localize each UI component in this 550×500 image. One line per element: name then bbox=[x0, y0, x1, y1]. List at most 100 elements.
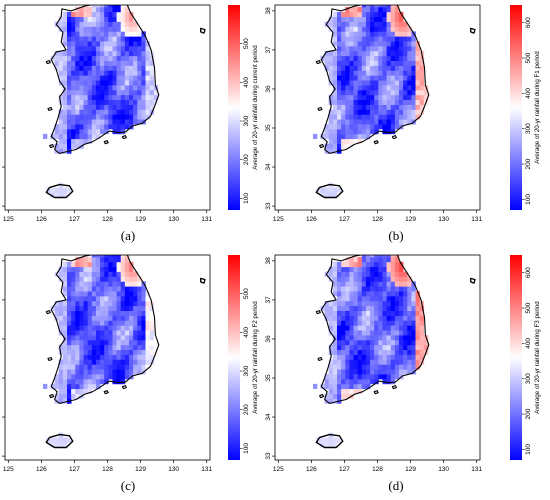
y-tick-label: 33 bbox=[265, 202, 272, 210]
colorbar-title: Average of 20-yr rainfall during F1 peri… bbox=[534, 51, 541, 164]
island-outline bbox=[315, 310, 321, 315]
colorbar-tick-label: 400 bbox=[525, 338, 532, 349]
island-cell bbox=[313, 383, 318, 389]
x-tick-label: 131 bbox=[201, 216, 212, 223]
y-tick-label: 37 bbox=[0, 296, 2, 304]
y-tick-label: 34 bbox=[265, 163, 272, 171]
colorbar-tick-label: 400 bbox=[243, 327, 250, 338]
mainland-outline bbox=[320, 255, 430, 404]
map-panel-c: 125 126 127 128 129 130 131 33 34 35 36 37 38 100 200 3… bbox=[0, 254, 259, 473]
y-tick-label: 38 bbox=[265, 7, 272, 15]
x-tick-label: 128 bbox=[102, 466, 113, 473]
y-tick-label: 36 bbox=[0, 335, 2, 343]
island-cell bbox=[313, 133, 318, 139]
x-tick-label: 130 bbox=[168, 466, 179, 473]
jeju-outline bbox=[45, 433, 74, 449]
y-tick-label: 38 bbox=[0, 7, 2, 15]
island-outline bbox=[121, 385, 127, 390]
x-tick-label: 127 bbox=[339, 216, 350, 223]
colorbar-tick-label: 600 bbox=[525, 17, 532, 28]
colorbar-title: Average of 20-yr rainfall during current… bbox=[252, 45, 259, 170]
island-cell bbox=[43, 133, 48, 139]
x-tick-label: 126 bbox=[306, 216, 317, 223]
y-tick-label: 37 bbox=[0, 46, 2, 54]
mainland-outline bbox=[50, 5, 160, 154]
panel-label-d: (d) bbox=[388, 478, 404, 493]
y-tick-label: 34 bbox=[0, 163, 2, 171]
x-tick-label: 126 bbox=[36, 216, 47, 223]
x-tick-label: 125 bbox=[273, 216, 284, 223]
y-tick-label: 33 bbox=[0, 452, 2, 460]
y-tick-label: 38 bbox=[265, 257, 272, 265]
y-tick-label: 34 bbox=[265, 413, 272, 421]
colorbar-tick-label: 100 bbox=[525, 444, 532, 455]
y-tick-label: 38 bbox=[0, 257, 2, 265]
map-panel-d: 125 126 127 128 129 130 131 33 34 35 36 37 38 100 200 3… bbox=[265, 254, 541, 473]
x-tick-label: 129 bbox=[405, 216, 416, 223]
y-tick-label: 35 bbox=[265, 124, 272, 132]
map-panel-b: 125 126 127 128 129 130 131 33 34 35 36 37 38 100 200 3… bbox=[265, 4, 541, 223]
x-tick-label: 127 bbox=[69, 216, 80, 223]
colorbar-tick-label: 400 bbox=[525, 88, 532, 99]
x-tick-label: 131 bbox=[201, 466, 212, 473]
dokdo-outline bbox=[200, 27, 206, 34]
colorbar-title: Average of 20-yr rainfall during F3 peri… bbox=[534, 301, 541, 414]
colorbar-tick-label: 200 bbox=[525, 408, 532, 419]
island-outline bbox=[49, 144, 55, 149]
colorbar-tick-label: 500 bbox=[525, 52, 532, 63]
panel-label-b: (b) bbox=[388, 228, 404, 243]
panel-label-c: (c) bbox=[120, 478, 136, 493]
island-outline bbox=[317, 356, 323, 362]
x-tick-label: 130 bbox=[438, 216, 449, 223]
island-outline bbox=[317, 106, 323, 112]
island-outline bbox=[373, 390, 379, 395]
y-tick-label: 33 bbox=[0, 202, 2, 210]
jeju-outline bbox=[315, 433, 344, 449]
colorbar-tick-label: 100 bbox=[525, 194, 532, 205]
colorbar-tick-label: 300 bbox=[525, 123, 532, 134]
y-tick-label: 33 bbox=[265, 452, 272, 460]
x-tick-label: 129 bbox=[135, 466, 146, 473]
jeju-outline bbox=[315, 183, 344, 199]
colorbar-tick-label: 400 bbox=[243, 77, 250, 88]
x-tick-label: 128 bbox=[372, 216, 383, 223]
x-tick-label: 127 bbox=[339, 466, 350, 473]
colorbar-tick-label: 300 bbox=[243, 365, 250, 376]
x-tick-label: 125 bbox=[273, 466, 284, 473]
coastline bbox=[315, 255, 476, 449]
x-tick-label: 129 bbox=[135, 216, 146, 223]
island-outline bbox=[103, 140, 109, 145]
island-outline bbox=[391, 385, 397, 390]
colorbar-tick-label: 500 bbox=[243, 288, 250, 299]
y-tick-label: 34 bbox=[0, 413, 2, 421]
colorbar-tick-label: 300 bbox=[525, 373, 532, 384]
x-tick-label: 125 bbox=[3, 466, 14, 473]
colorbar bbox=[228, 5, 240, 210]
rainfall-grid bbox=[316, 255, 429, 448]
colorbar-tick-label: 300 bbox=[243, 115, 250, 126]
x-tick-label: 130 bbox=[168, 216, 179, 223]
y-tick-label: 36 bbox=[265, 335, 272, 343]
x-tick-label: 131 bbox=[471, 466, 482, 473]
y-tick-label: 35 bbox=[0, 374, 2, 382]
colorbar-tick-label: 200 bbox=[243, 404, 250, 415]
island-outline bbox=[49, 394, 55, 399]
colorbar-tick-label: 500 bbox=[243, 38, 250, 49]
y-tick-label: 36 bbox=[0, 85, 2, 93]
coastline bbox=[45, 255, 206, 449]
colorbar-title: Average of 20-yr rainfall during F2 peri… bbox=[252, 301, 259, 414]
island-outline bbox=[47, 356, 53, 362]
y-tick-label: 35 bbox=[265, 374, 272, 382]
island-outline bbox=[45, 310, 51, 315]
y-tick-label: 37 bbox=[265, 296, 272, 304]
x-tick-label: 126 bbox=[36, 466, 47, 473]
y-tick-label: 36 bbox=[265, 85, 272, 93]
island-outline bbox=[373, 140, 379, 145]
rainfall-grid bbox=[46, 5, 159, 198]
rainfall-grid bbox=[316, 5, 429, 198]
colorbar-tick-label: 200 bbox=[243, 154, 250, 165]
rainfall-grid bbox=[46, 255, 159, 448]
island-outline bbox=[103, 390, 109, 395]
